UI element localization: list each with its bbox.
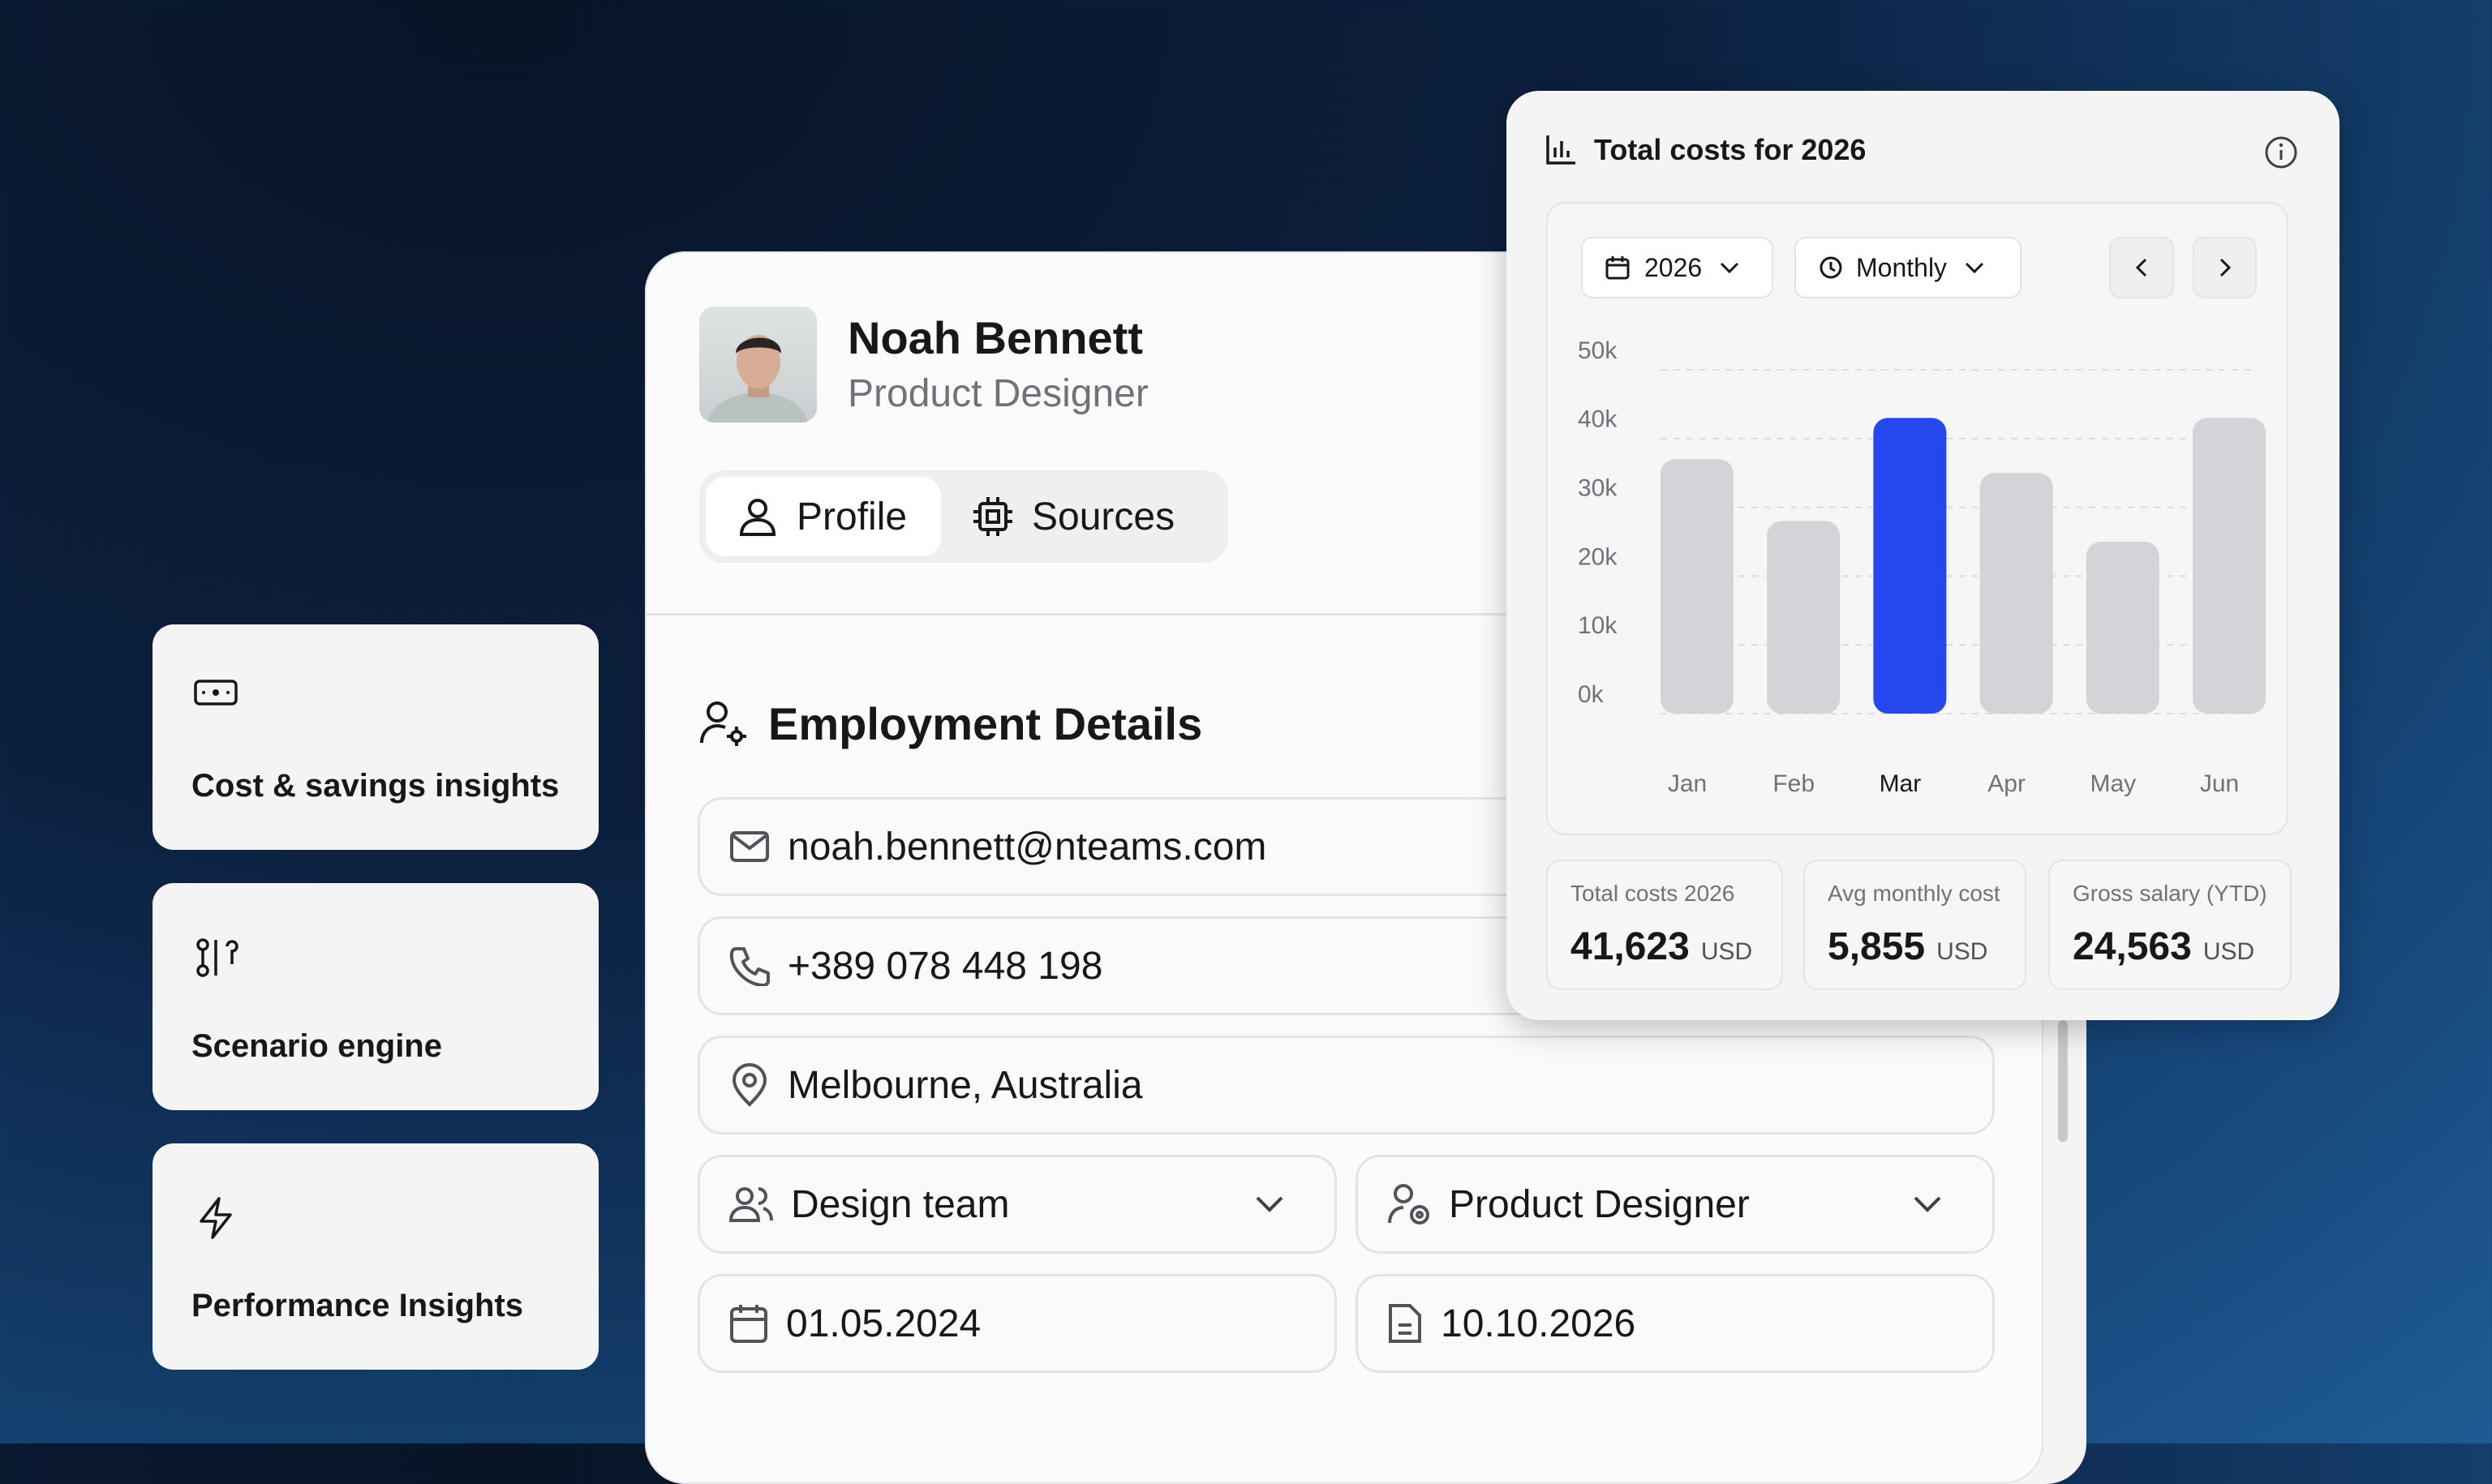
- tab-label: Sources: [1032, 495, 1175, 538]
- end-date-field[interactable]: 10.10.2026: [1356, 1274, 1995, 1373]
- stat-label: Gross salary (YTD): [2073, 881, 2267, 906]
- field-text: Melbourne, Australia: [788, 1063, 1143, 1107]
- stat-label: Avg monthly cost: [1828, 881, 2000, 906]
- icon: [700, 701, 746, 746]
- feature-label: Cost & savings insights: [191, 768, 560, 804]
- section-title: Employment Details: [768, 698, 1203, 749]
- next-button[interactable]: [2193, 237, 2257, 298]
- position-field[interactable]: Product Designer: [1356, 1155, 1995, 1254]
- tabs: Profile Sources: [699, 470, 1228, 563]
- feature-card[interactable]: Performance Insights: [153, 1143, 599, 1370]
- start-date-field[interactable]: 01.05.2024: [698, 1274, 1337, 1373]
- feature-card[interactable]: Cost & savings insights: [153, 624, 599, 850]
- stat-unit: USD: [1700, 938, 1753, 965]
- tab[interactable]: Profile: [706, 477, 941, 556]
- field-text: 01.05.2024: [786, 1302, 982, 1345]
- team-field[interactable]: Design team: [698, 1155, 1337, 1254]
- info-icon[interactable]: [2264, 135, 2298, 169]
- role: Product Designer: [848, 372, 1149, 415]
- filter-label: 2026: [1644, 252, 1703, 282]
- tab-label: Profile: [797, 495, 908, 538]
- stat-card: Avg monthly cost 5,855 USD: [1803, 860, 2026, 990]
- field-text: Design team: [791, 1182, 1010, 1226]
- name: Noah Bennett: [848, 312, 1143, 363]
- field-text: Product Designer: [1449, 1182, 1750, 1226]
- field-text: 10.10.2026: [1441, 1302, 1636, 1345]
- panel-title: Total costs for 2026: [1594, 133, 1867, 166]
- period-filter[interactable]: Monthly: [1794, 237, 2022, 298]
- field-text: +389 078 448 198: [788, 944, 1103, 988]
- location-field[interactable]: Melbourne, Australia: [698, 1036, 1995, 1134]
- feature-label: Scenario engine: [191, 1028, 442, 1064]
- tab[interactable]: Sources: [951, 477, 1218, 556]
- filter-label: Monthly: [1856, 252, 1948, 282]
- stat-unit: USD: [2202, 938, 2255, 965]
- feature-label: Performance Insights: [191, 1288, 524, 1323]
- scrollbar[interactable]: [2058, 1020, 2068, 1142]
- feature-card[interactable]: Scenario engine: [153, 883, 599, 1110]
- stat-card: Gross salary (YTD) 24,563 USD: [2048, 860, 2292, 990]
- stat-unit: USD: [1936, 938, 1988, 965]
- stat-card: Total costs 2026 41,623 USD: [1546, 860, 1783, 990]
- stat-value: 5,855: [1828, 925, 1926, 968]
- year-filter[interactable]: 2026: [1581, 237, 1773, 298]
- stat-value: 24,563: [2073, 925, 2192, 968]
- avatar: [699, 307, 817, 422]
- divider: [647, 613, 2042, 615]
- stat-value: 41,623: [1570, 925, 1690, 968]
- stat-label: Total costs 2026: [1570, 881, 1735, 906]
- field-text: noah.bennett@nteams.com: [788, 825, 1267, 869]
- icon: [196, 938, 238, 977]
- prev-button[interactable]: [2109, 237, 2174, 298]
- icon: [194, 680, 238, 706]
- icon: [200, 1197, 232, 1239]
